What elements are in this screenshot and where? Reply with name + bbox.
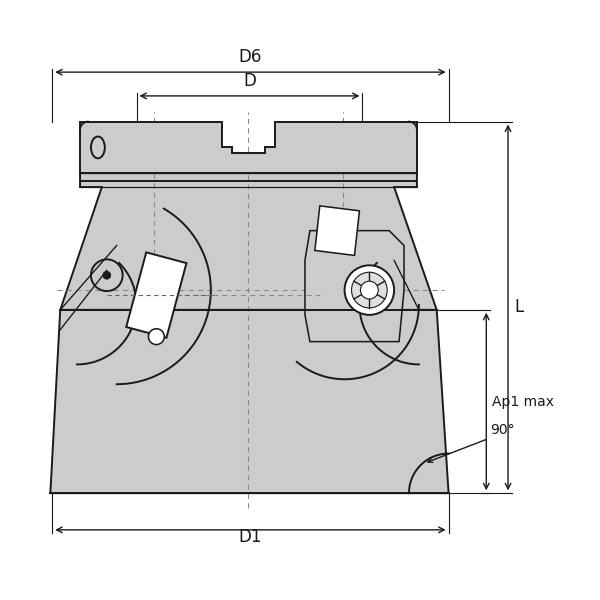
Polygon shape <box>60 173 437 310</box>
Text: L: L <box>514 298 523 316</box>
Polygon shape <box>80 122 417 173</box>
Text: D6: D6 <box>239 48 262 66</box>
Text: D: D <box>243 72 256 90</box>
Polygon shape <box>305 230 404 341</box>
Circle shape <box>361 281 378 299</box>
Polygon shape <box>50 310 449 493</box>
Circle shape <box>148 329 164 344</box>
Text: D1: D1 <box>239 528 262 546</box>
Text: Ap1 max: Ap1 max <box>492 395 554 409</box>
Circle shape <box>91 259 122 291</box>
Polygon shape <box>126 253 187 338</box>
Circle shape <box>103 271 111 279</box>
Text: 90°: 90° <box>490 423 515 437</box>
Circle shape <box>352 272 387 308</box>
Polygon shape <box>315 206 359 256</box>
Circle shape <box>344 265 394 315</box>
Ellipse shape <box>91 137 105 158</box>
